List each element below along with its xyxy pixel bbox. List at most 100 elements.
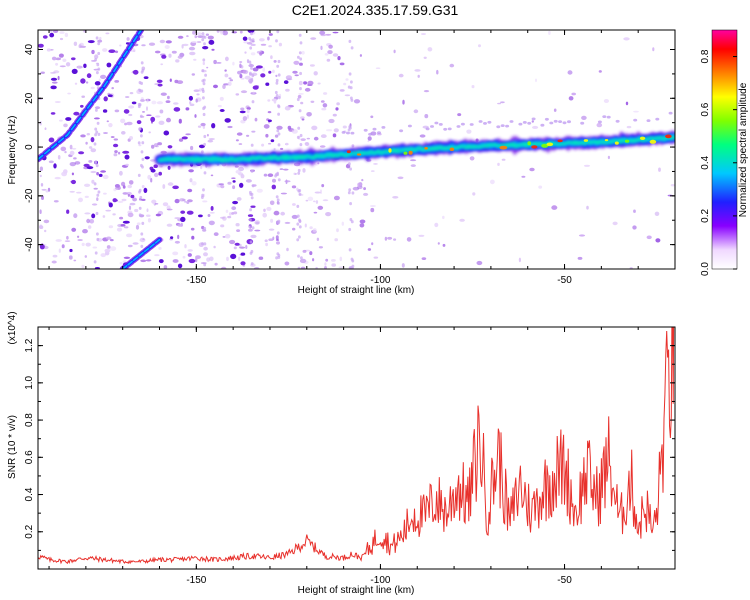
noise-streak <box>140 61 144 65</box>
noise-speck <box>175 59 180 63</box>
noise-speck <box>285 179 288 185</box>
noise-blob <box>49 32 55 38</box>
spectrogram-frame <box>37 29 676 270</box>
noise-speck <box>607 155 611 160</box>
colorbar-gradient <box>711 29 738 270</box>
noise-speck <box>531 120 534 123</box>
noise-speck <box>222 84 226 90</box>
noise-streak <box>299 143 303 147</box>
noise-speck <box>297 94 302 99</box>
noise-speck <box>80 134 86 138</box>
noise-blob <box>91 213 96 219</box>
noise-speck <box>67 92 71 95</box>
faint-harmonic <box>456 125 461 128</box>
noise-streak <box>348 72 352 76</box>
faint-harmonic <box>407 124 412 128</box>
snr-frame <box>37 326 676 570</box>
noise-speck <box>39 174 42 178</box>
noise-speck <box>252 91 255 94</box>
noise-speck <box>373 163 378 165</box>
noise-speck <box>239 63 242 69</box>
noise-speck <box>142 111 145 113</box>
noise-streak <box>277 104 280 108</box>
noise-streak <box>277 143 281 147</box>
noise-speck <box>160 92 167 96</box>
noise-speck <box>195 98 198 103</box>
band-hotspot <box>449 147 455 152</box>
noise-speck <box>205 33 209 36</box>
faint-harmonic <box>527 121 532 125</box>
y-tick-label: 20 <box>24 92 35 104</box>
faint-harmonic <box>567 120 571 124</box>
noise-speck <box>286 247 289 252</box>
noise-blob <box>71 57 76 61</box>
noise-blob <box>208 39 215 45</box>
noise-speck <box>267 36 270 41</box>
colorbar: 0.0 0.2 0.4 0.6 0.8 Normalized spectral ampl… <box>700 29 749 276</box>
noise-speck <box>345 78 349 81</box>
noise-streak <box>96 232 99 236</box>
noise-speck <box>263 208 266 212</box>
noise-speck <box>60 146 67 152</box>
noise-speck <box>128 205 132 211</box>
noise-speck <box>176 80 184 84</box>
noise-speck <box>106 245 111 249</box>
faint-harmonic <box>434 121 439 125</box>
noise-speck <box>182 43 189 47</box>
noise-speck <box>387 236 393 240</box>
noise-speck <box>74 82 78 85</box>
noise-speck <box>332 133 337 138</box>
noise-speck <box>273 147 276 151</box>
noise-speck <box>331 263 337 267</box>
noise-speck <box>315 266 318 269</box>
noise-speck <box>419 134 426 138</box>
noise-streak <box>276 198 280 202</box>
noise-speck <box>93 117 100 120</box>
noise-speck <box>213 59 217 65</box>
noise-speck <box>43 219 50 224</box>
noise-speck <box>220 216 225 219</box>
figure-title: C2E1.2024.335.17.59.G31 <box>291 2 459 18</box>
band-hotspot <box>546 142 554 147</box>
noise-streak <box>277 219 281 223</box>
noise-speck <box>598 70 602 73</box>
noise-speck <box>304 87 311 92</box>
noise-streak <box>203 171 207 175</box>
noise-speck <box>263 173 268 177</box>
band-hotspot <box>424 147 428 150</box>
noise-speck <box>100 74 107 79</box>
noise-speck <box>500 101 505 104</box>
noise-streak <box>349 126 352 130</box>
noise-speck <box>44 229 47 233</box>
noise-streak <box>140 244 144 248</box>
noise-speck <box>442 215 445 220</box>
noise-streak <box>249 72 252 76</box>
noise-speck <box>232 61 235 66</box>
faint-harmonic <box>597 120 602 124</box>
noise-speck <box>189 103 195 107</box>
noise-speck <box>285 142 288 146</box>
noise-streak <box>138 213 142 217</box>
noise-blob <box>234 242 240 246</box>
y-tick-label: 0.8 <box>24 413 35 427</box>
noise-speck <box>77 239 83 241</box>
noise-streak <box>277 112 280 116</box>
faint-harmonic <box>668 111 673 115</box>
noise-speck <box>548 30 551 35</box>
noise-speck <box>81 242 85 247</box>
noise-speck <box>53 70 60 74</box>
noise-blob <box>71 68 78 74</box>
noise-speck <box>92 246 98 249</box>
noise-speck <box>367 136 372 141</box>
noise-streak <box>348 39 352 44</box>
noise-speck <box>265 242 268 247</box>
noise-speck <box>197 125 202 128</box>
faint-harmonic <box>505 124 510 128</box>
noise-speck <box>132 197 138 202</box>
noise-speck <box>61 171 67 177</box>
y-tick-label: 0.2 <box>24 524 35 538</box>
band-hotspot <box>499 145 508 150</box>
noise-streak <box>296 135 300 139</box>
noise-speck <box>551 205 558 210</box>
